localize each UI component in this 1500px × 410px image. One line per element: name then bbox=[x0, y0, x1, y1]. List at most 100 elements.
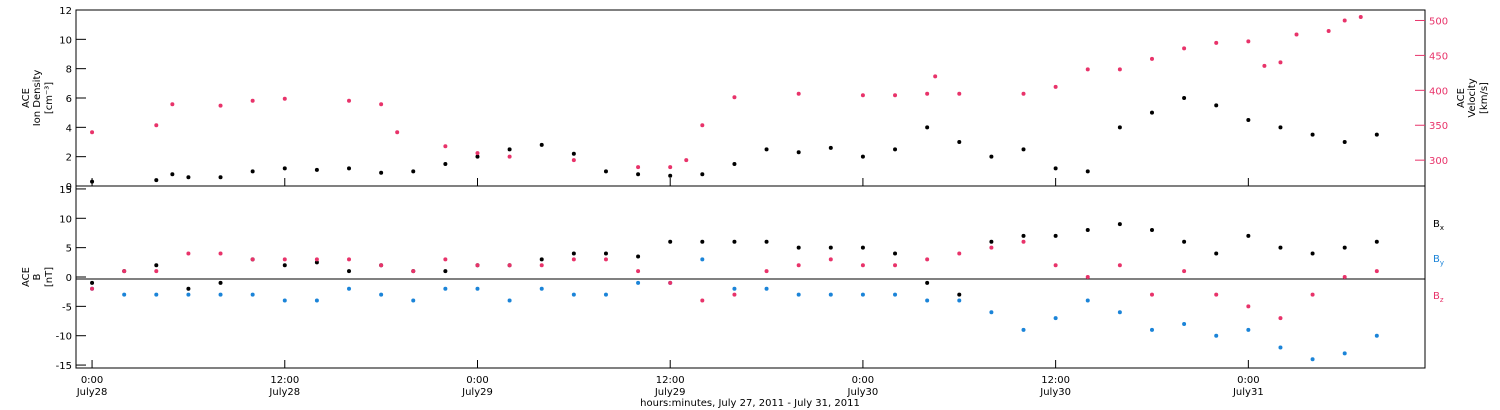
field-tick-label-5: 10 bbox=[59, 214, 72, 225]
field-bz-point-18 bbox=[668, 280, 673, 285]
field-by-point-1 bbox=[122, 292, 127, 297]
field-bz-point-26 bbox=[925, 257, 930, 262]
density-tick-label-2: 4 bbox=[66, 123, 72, 134]
top-series1-point-6 bbox=[347, 98, 352, 103]
field-bx-point-36 bbox=[1246, 233, 1251, 238]
time-tick-label-0: 0:00 bbox=[81, 375, 103, 386]
field-by-point-35 bbox=[1214, 333, 1219, 338]
top-series1-point-2 bbox=[170, 102, 175, 107]
field-bx-point-7 bbox=[314, 260, 319, 265]
density-tick-label-1: 2 bbox=[66, 153, 72, 164]
field-tick-label-3: 0 bbox=[66, 273, 72, 284]
legend-bx: Bx bbox=[1433, 219, 1444, 232]
top-series0-point-37 bbox=[1278, 125, 1283, 130]
field-bz-point-5 bbox=[250, 257, 255, 262]
top-series1-point-12 bbox=[571, 158, 576, 163]
top-series0-point-29 bbox=[1021, 147, 1026, 152]
top-series1-point-37 bbox=[1358, 14, 1363, 19]
top-series0-point-10 bbox=[411, 169, 416, 174]
top-series1-point-36 bbox=[1342, 18, 1347, 23]
top-series0-point-0 bbox=[90, 179, 95, 184]
top-series1-point-0 bbox=[90, 130, 95, 135]
field-bx-point-6 bbox=[282, 263, 287, 268]
field-by-point-15 bbox=[571, 292, 576, 297]
field-bz-point-4 bbox=[218, 251, 223, 256]
top-series0-point-34 bbox=[1182, 96, 1187, 100]
field-by-point-21 bbox=[764, 286, 769, 291]
field-by-point-23 bbox=[828, 292, 833, 297]
top-series1-point-26 bbox=[1085, 67, 1090, 72]
field-by-point-30 bbox=[1053, 316, 1058, 321]
top-series0-point-12 bbox=[475, 154, 480, 159]
field-bz-point-35 bbox=[1214, 292, 1219, 297]
field-bz-point-34 bbox=[1182, 269, 1187, 274]
field-bz-point-29 bbox=[1021, 239, 1026, 244]
field-by-point-40 bbox=[1374, 333, 1379, 338]
time-tick-label-4: 0:00 bbox=[852, 375, 874, 386]
top-series0-point-24 bbox=[860, 154, 865, 159]
top-series0-point-3 bbox=[186, 175, 191, 180]
velocity-axis-title-line2: Velocity bbox=[1467, 78, 1478, 117]
field-by-point-9 bbox=[379, 292, 384, 297]
density-tick-label-3: 6 bbox=[66, 94, 72, 105]
field-bz-point-23 bbox=[828, 257, 833, 262]
field-bx-point-4 bbox=[218, 280, 223, 285]
top-panel-frame bbox=[75, 9, 1426, 187]
top-series1-point-34 bbox=[1294, 32, 1299, 37]
field-bz-point-11 bbox=[443, 257, 448, 262]
field-bx-point-16 bbox=[603, 251, 608, 256]
top-series0-point-7 bbox=[314, 167, 319, 172]
field-by-point-24 bbox=[860, 292, 865, 297]
field-bx-point-24 bbox=[860, 245, 865, 250]
velocity-axis-title-line3: [km/s] bbox=[1479, 82, 1490, 114]
density-axis-title-line1: ACE bbox=[21, 88, 32, 108]
density-axis-title-line2: Ion Density bbox=[32, 70, 43, 127]
field-by-point-29 bbox=[1021, 327, 1026, 332]
top-series0-point-8 bbox=[347, 166, 352, 171]
field-bx-point-0 bbox=[90, 280, 95, 285]
top-series1-point-30 bbox=[1214, 40, 1219, 45]
field-axis-title-line1: ACE bbox=[21, 267, 32, 287]
legend-by-sub: y bbox=[1440, 259, 1444, 267]
field-bz-point-40 bbox=[1374, 269, 1379, 274]
top-series0-point-17 bbox=[636, 172, 641, 177]
field-bx-point-19 bbox=[700, 239, 705, 244]
top-series0-point-39 bbox=[1342, 140, 1347, 144]
field-by-point-5 bbox=[250, 292, 255, 297]
field-bx-point-26 bbox=[925, 280, 930, 285]
top-series0-point-22 bbox=[796, 150, 801, 155]
field-bx-point-8 bbox=[347, 269, 352, 274]
field-bz-point-20 bbox=[732, 292, 737, 297]
field-bz-point-24 bbox=[860, 263, 865, 268]
time-tick-date-6: July31 bbox=[1232, 387, 1264, 398]
field-tick-label-0: -15 bbox=[56, 361, 72, 372]
field-bz-point-37 bbox=[1278, 316, 1283, 321]
field-bz-point-0 bbox=[90, 286, 95, 291]
top-series0-point-33 bbox=[1149, 110, 1154, 115]
field-bx-point-22 bbox=[796, 245, 801, 250]
velocity-axis-title-line1: ACE bbox=[1456, 88, 1467, 108]
top-series0-point-16 bbox=[603, 169, 608, 174]
velocity-tick-label-2: 400 bbox=[1429, 86, 1448, 97]
bottom-panel-points bbox=[90, 222, 1379, 362]
field-bx-point-11 bbox=[443, 269, 448, 274]
field-bx-point-17 bbox=[636, 254, 641, 259]
field-by-point-19 bbox=[700, 257, 705, 262]
legend-bx-sub: x bbox=[1440, 224, 1444, 232]
field-by-point-28 bbox=[989, 310, 994, 315]
top-series1-point-3 bbox=[218, 103, 223, 108]
field-by-point-31 bbox=[1085, 298, 1090, 303]
top-series1-point-33 bbox=[1278, 60, 1283, 65]
field-by-point-32 bbox=[1117, 310, 1122, 315]
top-series0-point-2 bbox=[170, 172, 175, 177]
top-series0-point-5 bbox=[250, 169, 255, 174]
field-by-point-25 bbox=[893, 292, 898, 297]
density-axis-title-line3: [cm⁻³] bbox=[44, 82, 55, 114]
time-tick-label-1: 12:00 bbox=[270, 375, 299, 386]
field-bz-point-32 bbox=[1117, 263, 1122, 268]
density-axis-title: ACE Ion Density [cm⁻³] bbox=[21, 70, 55, 127]
time-tick-date-5: July30 bbox=[1039, 387, 1071, 398]
field-by-point-12 bbox=[475, 286, 480, 291]
field-bz-point-13 bbox=[507, 263, 512, 268]
